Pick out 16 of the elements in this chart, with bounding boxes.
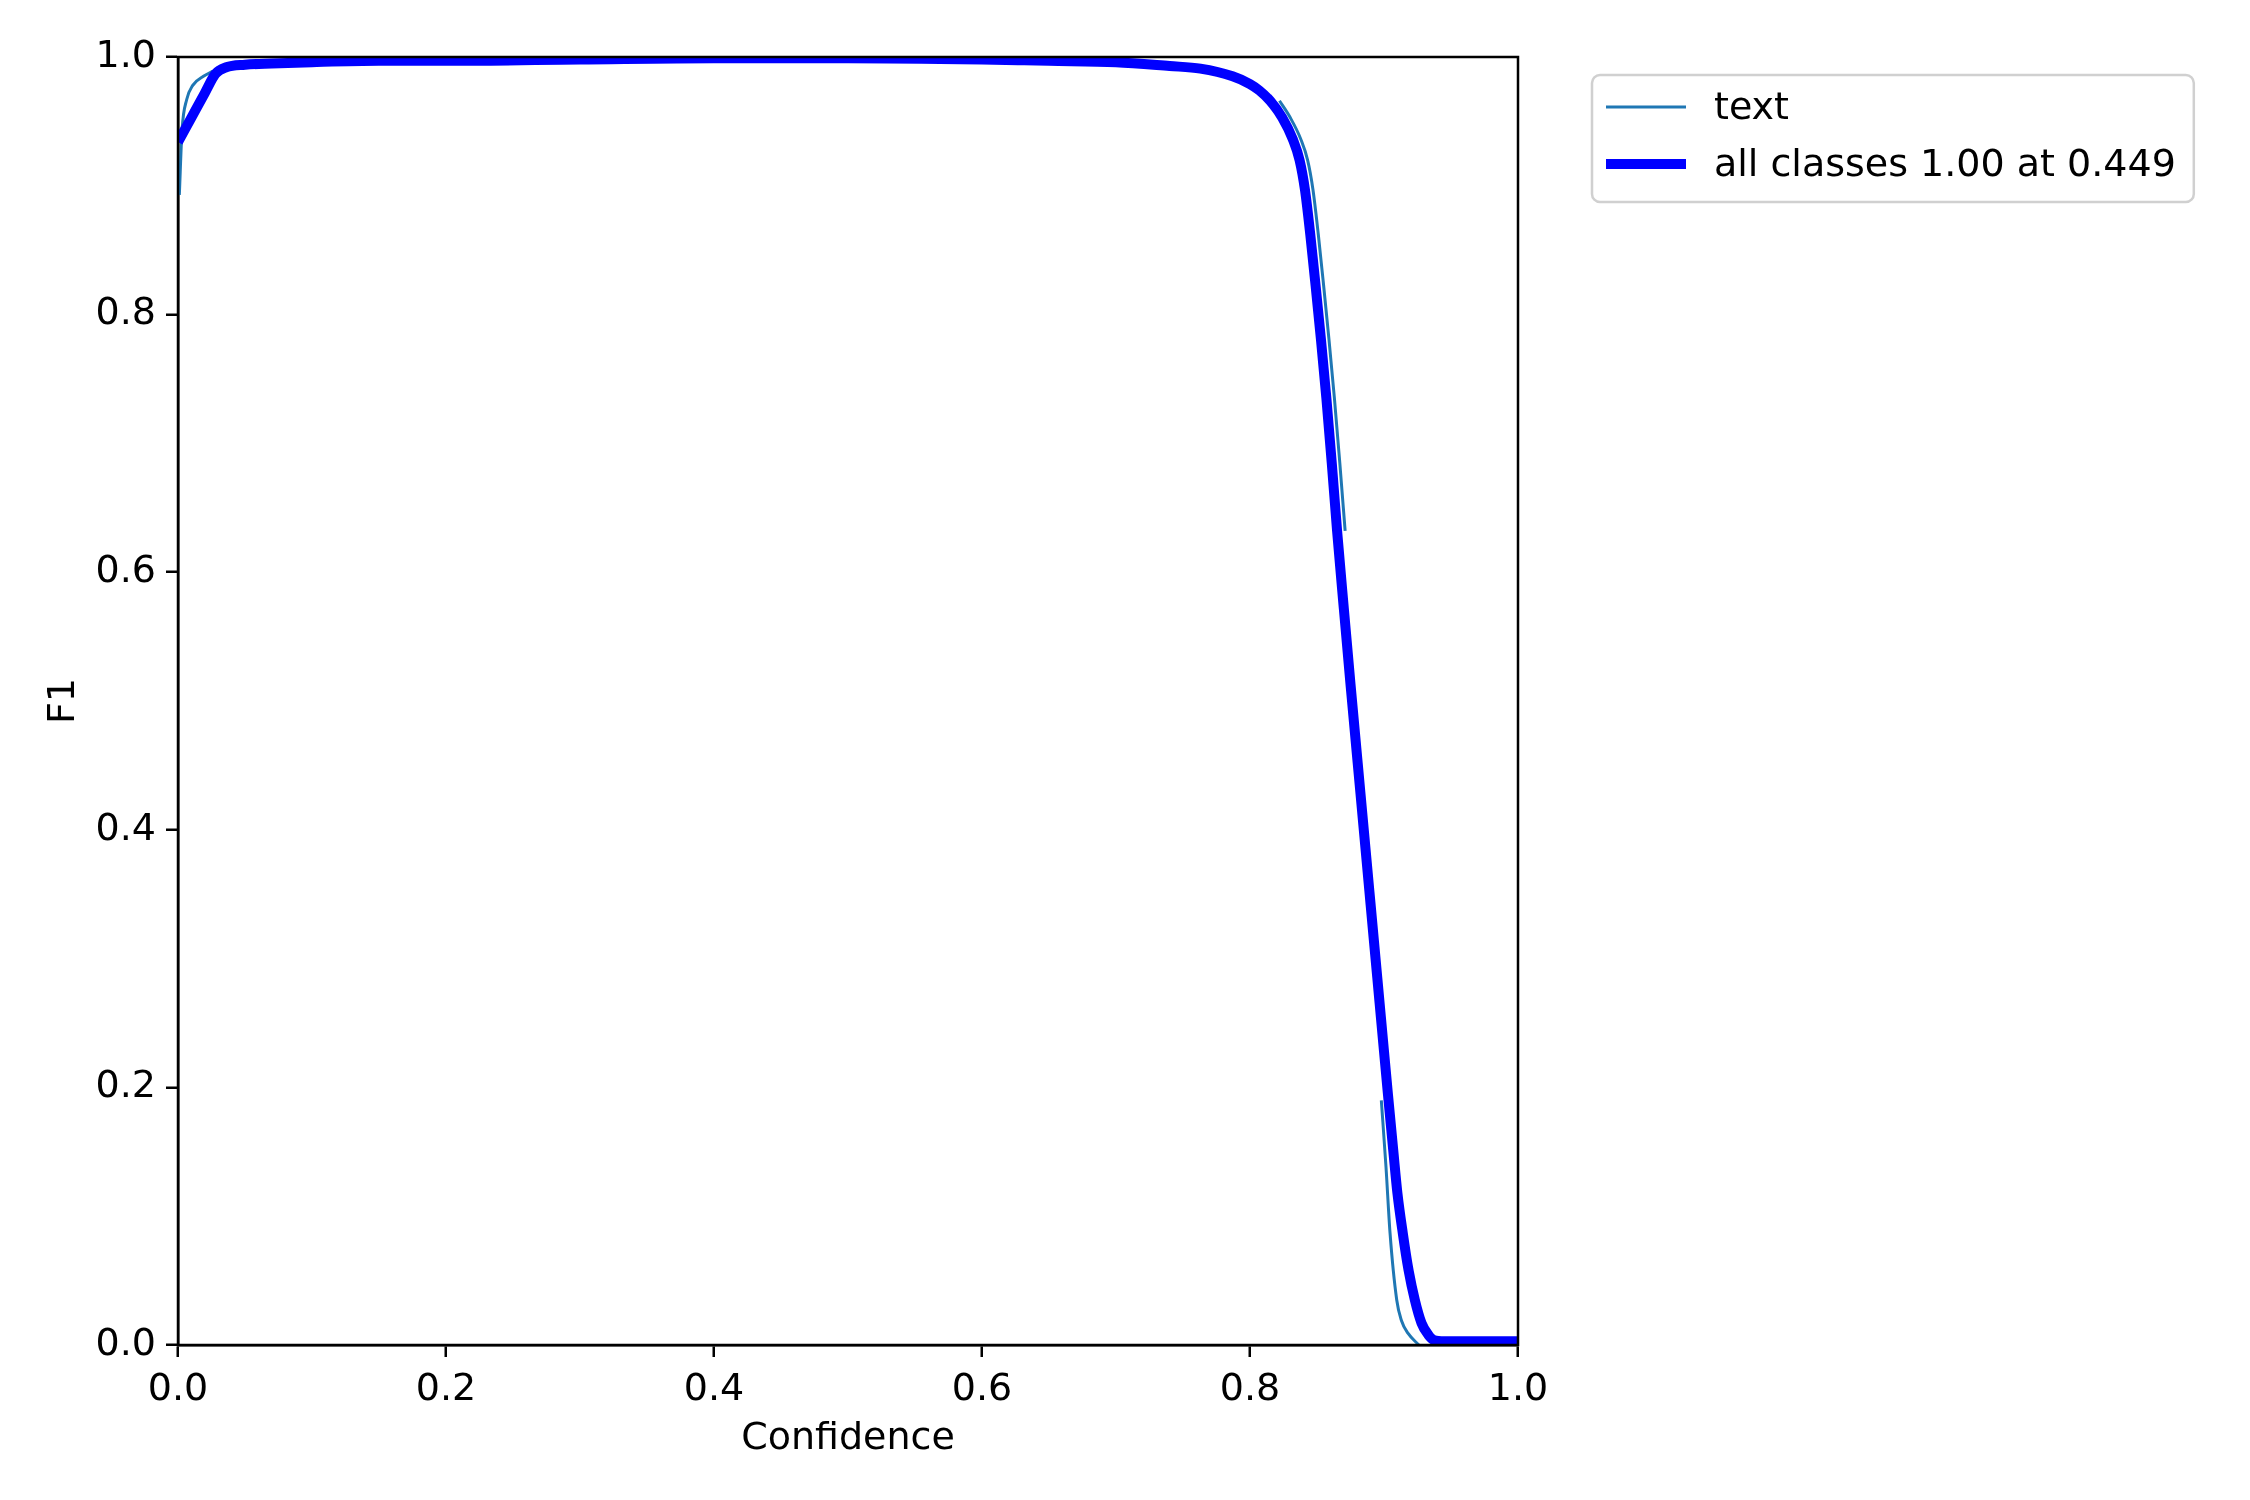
y-tick-label: 1.0 bbox=[95, 31, 156, 76]
x-axis-title: Confidence bbox=[741, 1414, 955, 1459]
y-tick-label: 0.8 bbox=[95, 289, 156, 334]
x-tick-label: 1.0 bbox=[1487, 1364, 1549, 1409]
x-tick-label: 0.4 bbox=[683, 1364, 745, 1409]
legend-label: text bbox=[1714, 83, 1789, 128]
y-tick-label: 0.4 bbox=[95, 804, 156, 849]
y-axis-title: F1 bbox=[38, 677, 83, 725]
x-tick-label: 0.2 bbox=[415, 1364, 477, 1409]
x-tick-label: 0.0 bbox=[147, 1364, 209, 1409]
y-tick-label: 0.0 bbox=[95, 1319, 156, 1364]
x-tick-label: 0.8 bbox=[1219, 1364, 1281, 1409]
y-tick-label: 0.2 bbox=[95, 1062, 156, 1107]
legend-label: all classes 1.00 at 0.449 bbox=[1714, 140, 2176, 185]
y-tick-label: 0.6 bbox=[95, 547, 156, 592]
x-tick-label: 0.6 bbox=[951, 1364, 1013, 1409]
